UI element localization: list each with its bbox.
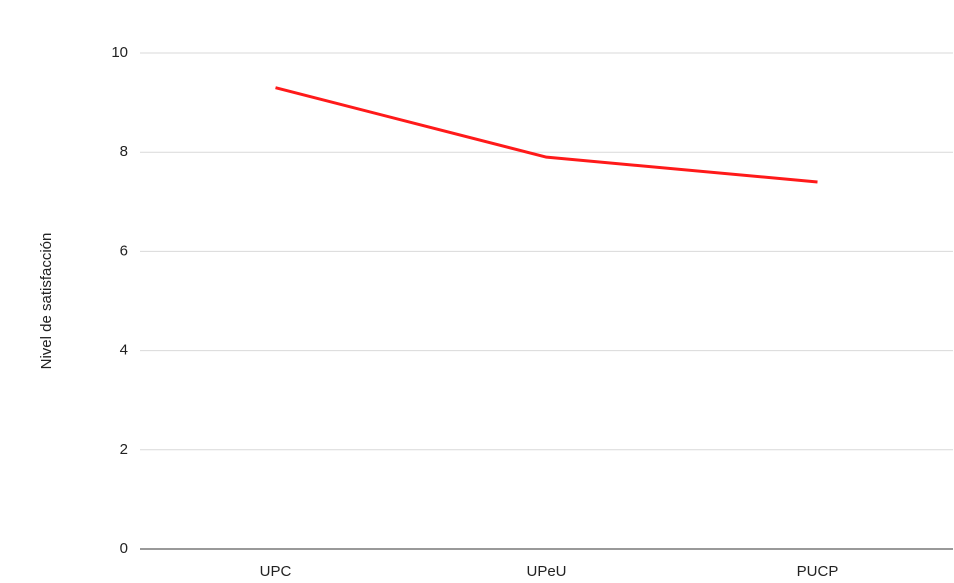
y-tick-label: 2 [120,441,128,458]
x-tick-label: PUCP [797,563,839,580]
y-tick-label: 6 [120,242,128,259]
y-axis-label: Nivel de satisfacción [38,233,55,370]
y-tick-label: 10 [111,44,128,61]
data-line [275,86,818,184]
x-tick-label: UPC [260,563,292,580]
x-tick-label: UPeU [526,563,566,580]
y-tick-label: 4 [120,342,128,359]
y-tick-label: 8 [120,143,128,160]
y-tick-label: 0 [120,540,128,557]
